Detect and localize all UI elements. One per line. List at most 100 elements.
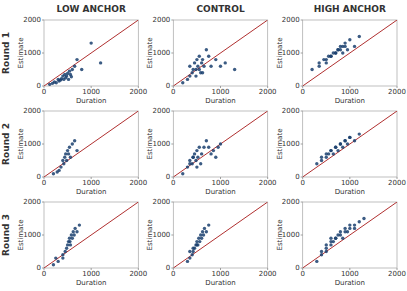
scatter-point xyxy=(320,156,323,159)
y-tick xyxy=(301,53,303,54)
scatter-point xyxy=(348,136,351,139)
scatter-point xyxy=(54,256,57,259)
y-tick xyxy=(301,144,303,145)
scatter-point xyxy=(320,253,323,256)
reference-line xyxy=(173,20,267,86)
y-tick xyxy=(171,144,173,145)
scatter-point xyxy=(78,223,81,226)
scatter-point xyxy=(209,152,212,155)
scatter-point xyxy=(80,68,83,71)
scatter-point xyxy=(67,152,70,155)
scatter-point xyxy=(188,162,191,165)
scatter-point xyxy=(56,260,59,263)
subplot: 010002000010002000DurationEstimate xyxy=(146,107,276,196)
scatter-point xyxy=(200,61,203,64)
x-tick-label: 2000 xyxy=(129,88,147,96)
scatter-point xyxy=(73,139,76,142)
y-axis-label: Estimate xyxy=(17,129,25,160)
scatter-point xyxy=(191,156,194,159)
x-tick-label: 0 xyxy=(300,179,304,187)
plot-data xyxy=(303,111,397,177)
scatter-point xyxy=(186,260,189,263)
y-axis-label: Estimate xyxy=(276,220,284,251)
scatter-point xyxy=(199,162,202,165)
scatter-point xyxy=(325,247,328,250)
row-label: Round 2 xyxy=(1,123,11,165)
y-tick xyxy=(171,177,173,178)
scatter-point xyxy=(73,65,76,68)
y-tick xyxy=(171,20,173,21)
x-tick-label: 0 xyxy=(171,270,175,278)
scatter-point xyxy=(315,162,318,165)
y-tick-label: 2000 xyxy=(23,107,41,115)
plot-data xyxy=(303,202,397,268)
scatter-point xyxy=(346,48,349,51)
scatter-point xyxy=(68,240,71,243)
y-tick-label: 1000 xyxy=(23,140,41,148)
scatter-point xyxy=(348,136,351,139)
scatter-point xyxy=(71,142,74,145)
scatter-point xyxy=(52,263,55,266)
scatter-point xyxy=(71,237,74,240)
scatter-point xyxy=(195,243,198,246)
y-tick xyxy=(42,235,44,236)
x-tick-label: 0 xyxy=(42,270,46,278)
scatter-point xyxy=(325,243,328,246)
row-label: Round 1 xyxy=(1,32,11,74)
scatter-point xyxy=(339,48,342,51)
x-axis-label: Duration xyxy=(335,279,365,287)
scatter-point xyxy=(75,230,78,233)
y-tick xyxy=(301,111,303,112)
scatter-point xyxy=(186,78,189,81)
scatter-point xyxy=(191,68,194,71)
scatter-point xyxy=(353,227,356,230)
scatter-point xyxy=(219,142,222,145)
scatter-point xyxy=(201,230,204,233)
scatter-point xyxy=(202,146,205,149)
scatter-point xyxy=(196,243,199,246)
scatter-point xyxy=(61,159,64,162)
subplot: 010002000010002000DurationEstimate xyxy=(276,16,406,105)
scatter-point xyxy=(339,230,342,233)
y-tick-label: 2000 xyxy=(23,198,41,206)
x-axis-label: Duration xyxy=(76,188,106,196)
scatter-point xyxy=(66,149,69,152)
scatter-point xyxy=(62,162,65,165)
scatter-point xyxy=(55,81,58,84)
scatter-point xyxy=(181,172,184,175)
scatter-point xyxy=(200,152,203,155)
subplot: 010002000010002000DurationEstimate xyxy=(17,107,147,196)
x-tick-label: 2000 xyxy=(129,179,147,187)
scatter-point xyxy=(68,146,71,149)
scatter-point xyxy=(325,156,328,159)
subplot: 010002000010002000DurationEstimate xyxy=(146,16,276,105)
scatter-point xyxy=(70,75,73,78)
scatter-point xyxy=(317,65,320,68)
scatter-point xyxy=(67,78,70,81)
reference-line xyxy=(173,111,267,177)
y-tick xyxy=(301,20,303,21)
plot-frame xyxy=(44,111,138,177)
scatter-point xyxy=(325,152,328,155)
scatter-point xyxy=(72,233,75,236)
scatter-point xyxy=(343,227,346,230)
y-tick-label: 1000 xyxy=(153,49,171,57)
scatter-point xyxy=(346,142,349,145)
scatter-point xyxy=(195,58,198,61)
x-tick-label: 2000 xyxy=(388,179,406,187)
scatter-point xyxy=(329,55,332,58)
x-tick-label: 2000 xyxy=(388,270,406,278)
scatter-point xyxy=(214,58,217,61)
scatter-point xyxy=(358,220,361,223)
x-tick-label: 0 xyxy=(300,270,304,278)
y-axis-label: Estimate xyxy=(276,38,284,69)
subplot: 010002000010002000DurationEstimate xyxy=(17,16,147,105)
y-tick-label: 2000 xyxy=(23,16,41,24)
scatter-point xyxy=(348,223,351,226)
x-axis-label: Duration xyxy=(335,97,365,105)
scatter-point xyxy=(358,35,361,38)
scatter-point xyxy=(339,142,342,145)
scatter-point xyxy=(195,149,198,152)
x-tick-label: 1000 xyxy=(82,88,100,96)
plot-frame xyxy=(44,20,138,86)
